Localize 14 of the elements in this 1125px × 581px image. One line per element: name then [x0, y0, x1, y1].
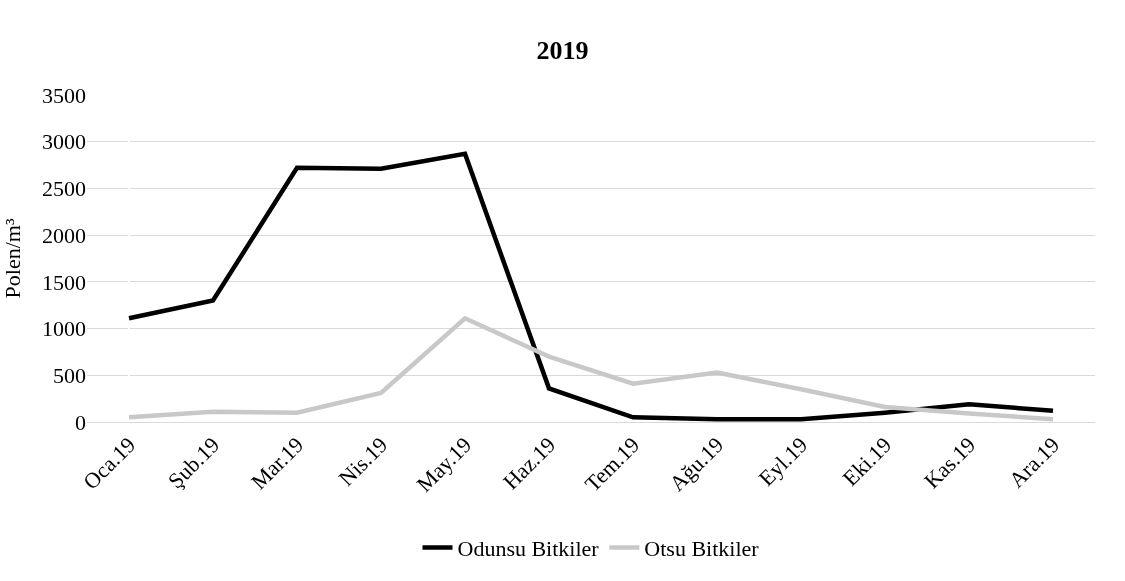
y-axis-title: Polen/m³	[0, 218, 25, 299]
chart-title: 2019	[536, 35, 589, 65]
y-tick-label: 3000	[42, 129, 86, 155]
y-tick-label: 0	[75, 409, 86, 435]
y-tick-label: 3500	[42, 82, 86, 108]
legend-label: Odunsu Bitkiler	[457, 536, 600, 562]
line-series	[126, 151, 1056, 422]
y-tick-label: 2000	[42, 222, 86, 248]
line-series	[126, 316, 1056, 422]
legend-label: Otsu Bitkiler	[644, 536, 760, 562]
y-tick-label: 1000	[42, 316, 86, 342]
y-tick-label: 1500	[42, 269, 86, 295]
y-tick-label: 500	[53, 362, 86, 388]
y-tick-label: 2500	[42, 176, 86, 202]
